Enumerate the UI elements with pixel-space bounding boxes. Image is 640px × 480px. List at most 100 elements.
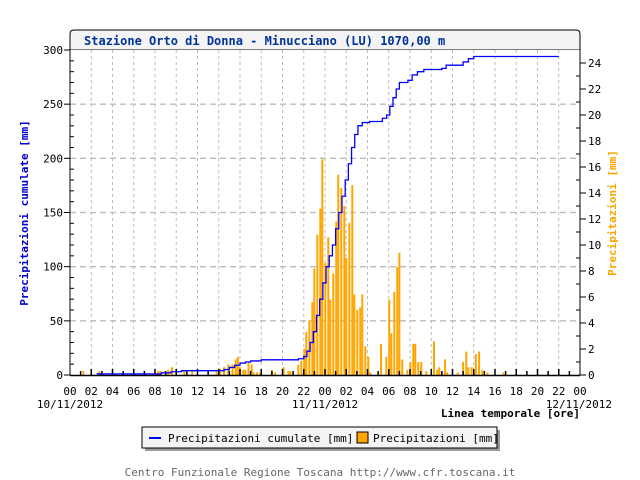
precipitation-bar (369, 372, 372, 375)
precipitation-bar (242, 369, 245, 375)
cumulative-line (96, 55, 559, 375)
x-tick-label: 08 (148, 385, 161, 398)
precipitation-bar (311, 302, 314, 375)
precipitation-bar (337, 174, 340, 375)
x-tick-labels: 00 02 04 06 08 10 12 14 16 18 20 22 00 02 04 06 08 10 12 14… (37, 385, 612, 411)
legend: Precipitazioni cumulate [mm] Precipitazi… (141, 426, 500, 451)
left-axis-ticks: 0 50 100 150 200 250 300 (43, 44, 74, 382)
precipitation-bar (345, 258, 348, 375)
x-tick-label: 22 (552, 385, 565, 398)
precipitation-bar (244, 369, 247, 375)
x-tick-label: 04 (361, 385, 375, 398)
x-tick-label: 00 (318, 385, 331, 398)
precipitation-bar (308, 320, 311, 375)
precipitation-bar (388, 299, 391, 375)
precipitation-bar (409, 362, 412, 375)
precipitation-bar (401, 359, 404, 375)
precipitation-bar (465, 351, 468, 375)
date-label: 11/11/2012 (292, 398, 358, 411)
x-tick-label: 10 (425, 385, 438, 398)
precipitation-bar (259, 372, 262, 375)
date-label: 10/11/2012 (37, 398, 103, 411)
precipitation-bar (98, 371, 101, 375)
right-tick-label: 2 (588, 343, 595, 356)
precipitation-bar (335, 221, 338, 375)
left-tick-label: 100 (43, 261, 63, 274)
precipitation-bar (379, 343, 382, 375)
precipitation-bar (327, 237, 330, 375)
left-tick-label: 200 (43, 152, 63, 165)
precipitation-bar (425, 371, 428, 375)
x-tick-label: 04 (106, 385, 120, 398)
x-tick-label: 12 (446, 385, 459, 398)
x-tick-label: 10 (170, 385, 183, 398)
precipitation-bar (486, 372, 489, 375)
precipitation-bar (274, 372, 277, 375)
precipitation-bar (414, 343, 417, 375)
legend-bars-label: Precipitazioni [mm] (373, 432, 499, 445)
precipitation-bar (297, 364, 300, 375)
x-tick-label: 20 (531, 385, 544, 398)
precipitation-bar (340, 187, 343, 375)
precipitation-bar (329, 299, 332, 375)
precipitation-bar (353, 294, 356, 375)
precipitation-bar (348, 222, 351, 375)
date-label: 12/11/2012 (546, 398, 612, 411)
precipitation-bar (234, 359, 237, 375)
precipitation-bar (289, 371, 292, 375)
right-tick-label: 24 (588, 57, 602, 70)
x-tick-label: 18 (510, 385, 523, 398)
left-tick-label: 150 (43, 207, 63, 220)
precipitation-bar (474, 354, 477, 375)
precipitation-bar (287, 371, 290, 375)
precipitation-bar (462, 362, 465, 375)
right-tick-label: 6 (588, 291, 595, 304)
right-tick-label: 12 (588, 213, 601, 226)
x-tick-label: 02 (340, 385, 353, 398)
precipitation-bar (300, 360, 303, 375)
precipitation-bar (417, 362, 420, 375)
precipitation-bar (467, 367, 470, 375)
precipitation-bar (444, 359, 447, 375)
x-tick-label: 18 (255, 385, 268, 398)
left-tick-label: 300 (43, 44, 63, 57)
right-tick-label: 16 (588, 161, 601, 174)
x-tick-label: 14 (212, 385, 226, 398)
precipitation-bar (361, 294, 364, 375)
right-tick-label: 4 (588, 317, 595, 330)
precipitation-bar (215, 371, 218, 375)
precipitation-bar (159, 371, 162, 375)
precipitation-bar (316, 234, 319, 375)
left-tick-label: 50 (50, 315, 63, 328)
x-tick-label: 20 (276, 385, 289, 398)
precipitation-bar (191, 371, 194, 375)
legend-bars-swatch (356, 431, 369, 444)
precipitation-bar (412, 343, 415, 375)
precipitation-bar (351, 185, 354, 375)
precipitation-bar (438, 367, 441, 375)
x-tick-label: 16 (488, 385, 501, 398)
right-tick-label: 20 (588, 109, 601, 122)
x-tick-label: 06 (382, 385, 395, 398)
x-tick-label: 06 (127, 385, 140, 398)
precipitation-bar (247, 362, 250, 375)
precipitation-bar (478, 351, 481, 375)
left-tick-label: 250 (43, 98, 63, 111)
right-tick-label: 18 (588, 135, 601, 148)
precipitation-bar (256, 372, 258, 375)
precipitation-bar (385, 356, 388, 375)
precipitation-bar (313, 268, 316, 375)
x-tick-label: 00 (573, 385, 586, 398)
right-tick-label: 22 (588, 83, 601, 96)
precipitation-bar (390, 333, 393, 375)
precipitation-bar (502, 372, 505, 375)
left-axis-label: Precipitazioni cumulate [mm] (18, 120, 31, 305)
precipitation-bar (319, 208, 322, 375)
legend-cumulative-label: Precipitazioni cumulate [mm] (168, 432, 353, 445)
precipitation-bar (433, 341, 436, 375)
x-tick-label: 22 (297, 385, 310, 398)
x-tick-label: 12 (191, 385, 204, 398)
precipitation-bar (359, 307, 362, 375)
